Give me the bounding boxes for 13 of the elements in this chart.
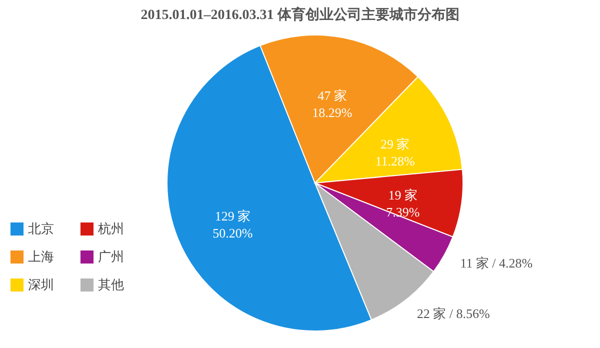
legend-label: 北京 — [28, 222, 54, 237]
data-label: 11 家 / 4.28% — [460, 256, 533, 271]
legend-label: 其他 — [98, 278, 124, 293]
legend-label: 上海 — [28, 250, 54, 265]
legend-label: 杭州 — [97, 222, 124, 237]
chart-title: 2015.01.01–2016.03.31 体育创业公司主要城市分布图 — [140, 6, 460, 23]
data-label: 129 家 50.20% — [212, 208, 253, 240]
data-label: 19 家 7.39% — [386, 187, 420, 220]
data-label: 29 家 11.28% — [375, 136, 416, 169]
legend-label: 广州 — [98, 250, 124, 265]
data-label: 22 家 / 8.56% — [416, 306, 490, 322]
legend-label: 深圳 — [28, 278, 54, 293]
data-label: 47 家 18.29% — [312, 88, 352, 120]
